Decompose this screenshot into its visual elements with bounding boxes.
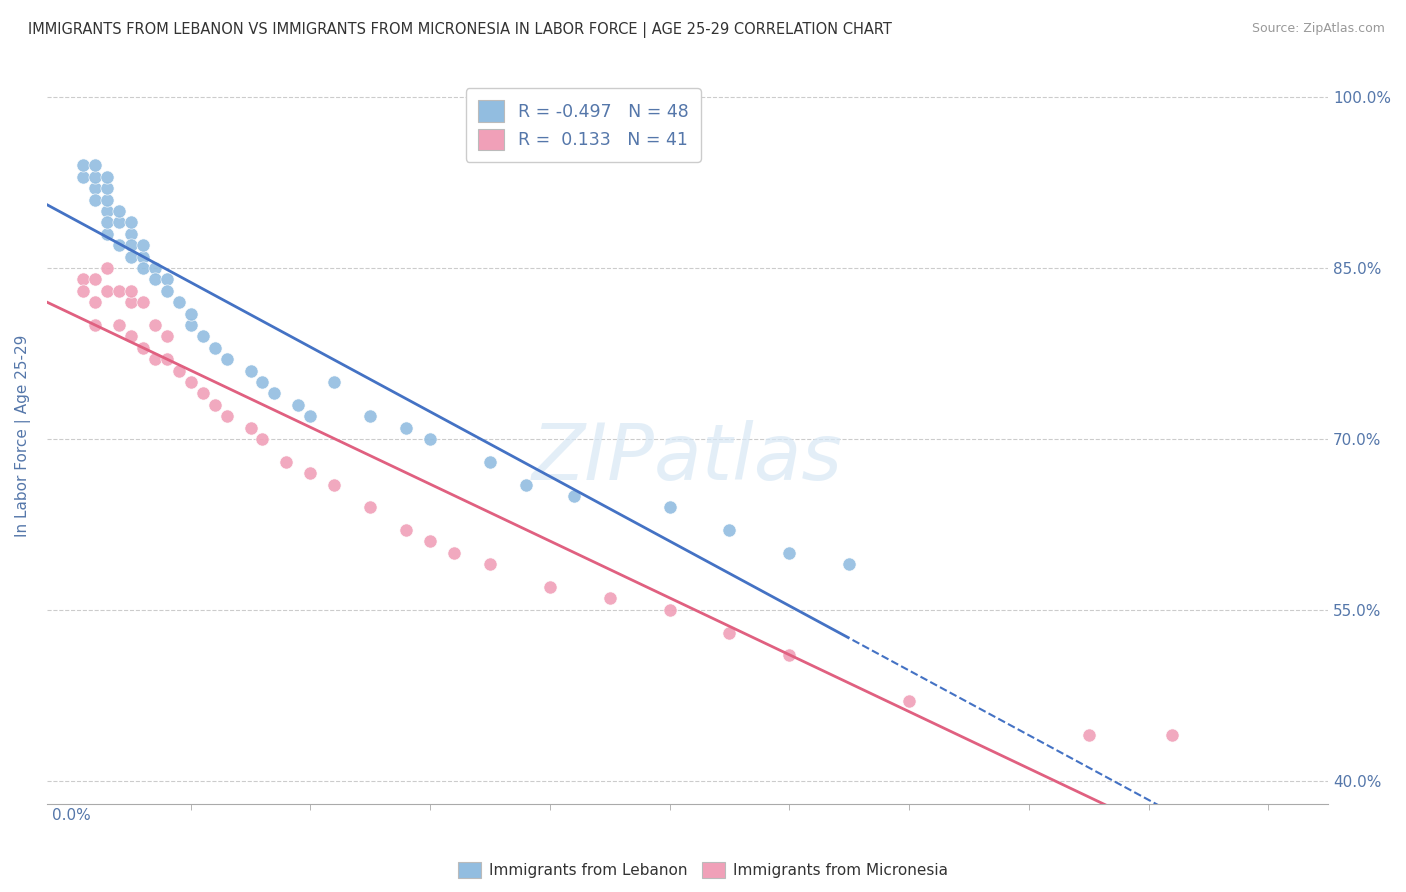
Point [180,307,202,321]
Point [898,694,921,708]
Point [299,409,322,424]
Point [287,398,309,412]
Point [83,181,105,195]
Point [204,341,226,355]
Point [108,238,131,252]
Point [479,455,502,469]
Point [83,169,105,184]
Point [191,386,214,401]
Point [72,169,94,184]
Point [96,260,118,275]
Point [419,534,441,549]
Point [132,250,155,264]
Point [191,329,214,343]
Point [239,363,262,377]
Point [96,227,118,241]
Point [156,329,179,343]
Point [167,363,190,377]
Point [143,272,166,286]
Point [215,409,238,424]
Point [132,295,155,310]
Point [108,318,131,332]
Point [96,181,118,195]
Point [479,558,502,572]
Point [143,260,166,275]
Point [1161,728,1184,742]
Point [778,546,800,560]
Point [180,375,202,389]
Point [83,318,105,332]
Point [83,295,105,310]
Point [323,375,346,389]
Point [419,432,441,446]
Point [96,204,118,219]
Point [215,352,238,367]
Point [96,193,118,207]
Point [83,158,105,172]
Text: ZIPatlas: ZIPatlas [531,420,844,496]
Point [599,591,621,606]
Point [395,420,418,434]
Point [96,169,118,184]
Point [156,272,179,286]
Point [96,215,118,229]
Point [239,420,262,434]
Point [359,409,381,424]
Point [515,477,537,491]
Point [299,466,322,480]
Point [72,158,94,172]
Point [562,489,585,503]
Point [96,284,118,298]
Point [263,386,285,401]
Point [143,352,166,367]
Point [132,238,155,252]
Point [658,603,681,617]
Legend: R = -0.497   N = 48, R =  0.133   N = 41: R = -0.497 N = 48, R = 0.133 N = 41 [465,88,700,161]
Point [156,352,179,367]
Point [108,284,131,298]
Point [395,523,418,537]
Point [538,580,561,594]
Legend: Immigrants from Lebanon, Immigrants from Micronesia: Immigrants from Lebanon, Immigrants from… [451,856,955,884]
Point [120,238,142,252]
Point [120,250,142,264]
Point [658,500,681,515]
Point [276,455,298,469]
Point [120,227,142,241]
Point [252,375,274,389]
Point [72,284,94,298]
Point [83,193,105,207]
Point [718,625,741,640]
Point [167,295,190,310]
Point [838,558,860,572]
Point [120,329,142,343]
Point [120,284,142,298]
Point [1077,728,1099,742]
Point [443,546,465,560]
Point [143,318,166,332]
Point [83,272,105,286]
Point [72,272,94,286]
Point [180,318,202,332]
Point [120,215,142,229]
Point [359,500,381,515]
Text: Source: ZipAtlas.com: Source: ZipAtlas.com [1251,22,1385,36]
Point [108,204,131,219]
Point [120,295,142,310]
Point [108,215,131,229]
Text: IMMIGRANTS FROM LEBANON VS IMMIGRANTS FROM MICRONESIA IN LABOR FORCE | AGE 25-29: IMMIGRANTS FROM LEBANON VS IMMIGRANTS FR… [28,22,891,38]
Point [778,648,800,663]
Point [132,260,155,275]
Point [323,477,346,491]
Y-axis label: In Labor Force | Age 25-29: In Labor Force | Age 25-29 [15,334,31,537]
Point [718,523,741,537]
Point [204,398,226,412]
Point [252,432,274,446]
Point [132,341,155,355]
Point [156,284,179,298]
